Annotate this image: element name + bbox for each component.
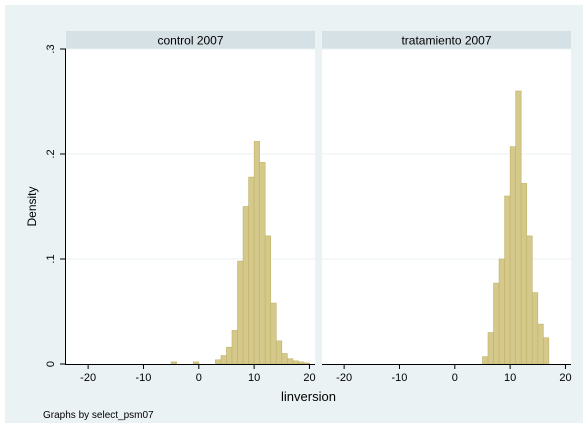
histogram-bar [226, 346, 233, 365]
x-tick-label: 10 [504, 372, 516, 384]
histogram-bar [281, 353, 288, 365]
y-tick-label: .3 [45, 44, 57, 53]
facet-title: control 2007 [157, 34, 223, 48]
histogram-bar [253, 141, 260, 365]
histogram-bar [231, 330, 238, 365]
histogram-bar [237, 260, 244, 365]
graphs-by-note: Graphs by select_psm07 [43, 410, 154, 421]
facet-header [322, 31, 571, 49]
facet-panels: control 2007 -20 -10 0 10 20 tratamiento 2007 -… [45, 31, 572, 384]
histogram-bar [526, 235, 533, 365]
facet-header [66, 31, 315, 49]
x-tick-label: 10 [248, 372, 260, 384]
histogram-bar [520, 183, 528, 365]
histogram-bar [215, 359, 222, 365]
histogram-bar [248, 176, 255, 365]
histogram-bar [504, 195, 511, 365]
y-tick-label: 0 [45, 361, 57, 367]
histogram-bar [220, 355, 227, 365]
histogram-bar [242, 206, 249, 365]
x-tick-label: 20 [303, 372, 315, 384]
y-tick-label: .2 [45, 149, 57, 158]
histogram-bar [487, 332, 494, 365]
x-tick-label: 20 [559, 372, 571, 384]
histogram-bar [264, 235, 272, 365]
histogram-bar [170, 361, 177, 365]
histogram-bar [482, 356, 489, 365]
histogram-bar [498, 258, 505, 365]
x-tick-label: -10 [136, 372, 152, 384]
x-tick-label: 0 [196, 372, 202, 384]
histogram-bar [543, 337, 550, 365]
histogram-bar [515, 90, 522, 365]
histogram-bar [298, 361, 305, 365]
histogram-bar [287, 358, 294, 365]
x-tick-label: -10 [392, 372, 408, 384]
facet-panel-2: tratamiento 2007 -20 -10 0 10 20 [322, 31, 572, 384]
histogram-bar [493, 282, 500, 365]
histogram-bar [292, 360, 299, 365]
x-tick-label: 0 [452, 372, 458, 384]
histogram-bar [270, 302, 277, 365]
panel-plot-area [66, 49, 315, 364]
histogram-bar [259, 162, 266, 365]
facet-panel-1: control 2007 -20 -10 0 10 20 [66, 31, 316, 384]
x-tick-label: -20 [80, 372, 96, 384]
y-axis-label: Density [25, 186, 39, 226]
y-axis: 0 .1 .2 .3 [45, 44, 66, 367]
histogram-bar [303, 362, 310, 365]
x-tick-label: -20 [336, 372, 352, 384]
histogram-bar [537, 323, 544, 365]
histogram-bar [275, 340, 283, 365]
histogram-bar [509, 146, 516, 365]
histogram-bar [192, 361, 200, 365]
y-tick-label: .1 [45, 254, 57, 263]
facet-title: tratamiento 2007 [401, 34, 491, 48]
histogram-bar [531, 292, 539, 365]
x-axis-label: linversion [281, 389, 336, 404]
